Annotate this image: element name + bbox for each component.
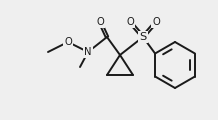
Text: S: S bbox=[139, 32, 147, 42]
Text: O: O bbox=[96, 17, 104, 27]
Text: O: O bbox=[126, 17, 134, 27]
Text: O: O bbox=[64, 37, 72, 47]
Text: O: O bbox=[152, 17, 160, 27]
Text: N: N bbox=[84, 47, 92, 57]
